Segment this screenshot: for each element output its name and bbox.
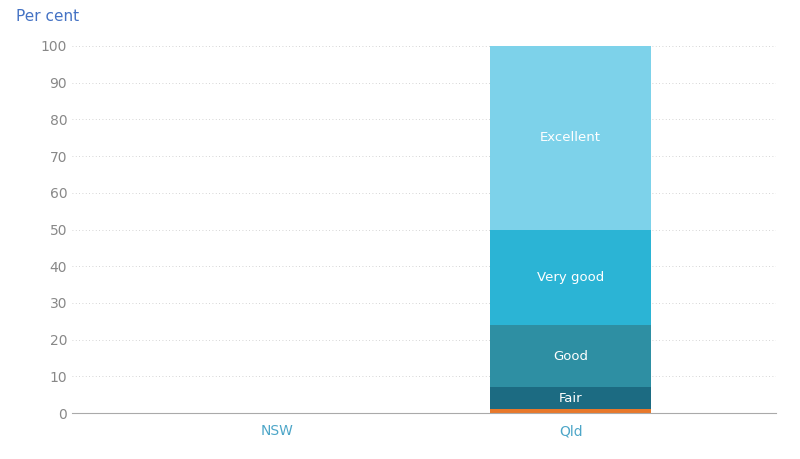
Bar <box>490 409 651 413</box>
Text: Good: Good <box>553 350 588 363</box>
Text: Per cent: Per cent <box>16 9 79 24</box>
Text: Fair: Fair <box>559 392 582 405</box>
Bar <box>490 230 651 325</box>
Bar <box>490 46 651 230</box>
Text: Very good: Very good <box>537 271 604 284</box>
Bar <box>490 325 651 387</box>
Bar <box>490 387 651 409</box>
Text: Excellent: Excellent <box>540 131 601 144</box>
